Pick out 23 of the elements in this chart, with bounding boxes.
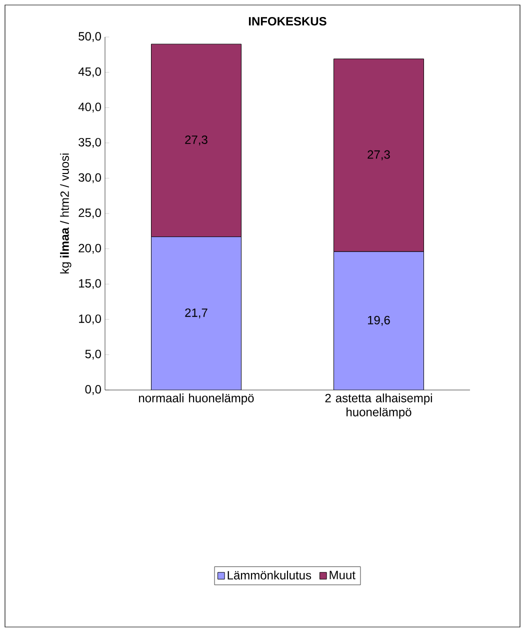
y-tick-label: 0,0 (85, 385, 102, 395)
y-tick-label: 45,0 (78, 67, 102, 78)
x-tick-label: 2 astetta alhaisempi huonelämpö (325, 394, 432, 419)
data-label: 27,3 (368, 150, 390, 160)
bar (151, 236, 242, 390)
data-label: 19,6 (368, 316, 390, 326)
legend-label: Lämmönkulutus (228, 570, 312, 580)
y-tick-label: 35,0 (78, 138, 102, 148)
x-tick-label: normaali huonelämpö (139, 394, 254, 405)
y-tick-label: 20,0 (78, 244, 102, 254)
y-tick-label: 50,0 (78, 32, 102, 42)
y-tick-label: 5,0 (85, 350, 102, 360)
y-tick-label: 30,0 (78, 173, 102, 184)
y-tick-label: 15,0 (79, 279, 102, 290)
y-tick-label: 25,0 (78, 208, 102, 218)
legend-label: Muut (330, 570, 356, 580)
bar (334, 251, 424, 390)
y-tick-label: 10,0 (79, 314, 102, 324)
data-label: 21,7 (185, 308, 208, 318)
data-label: 27,3 (185, 135, 208, 146)
y-axis-title: kg ilmaa / htm2 / vuosi (60, 154, 72, 274)
y-tick-label: 40,0 (78, 102, 102, 113)
chart-title: INFOKESKUS (248, 17, 326, 26)
